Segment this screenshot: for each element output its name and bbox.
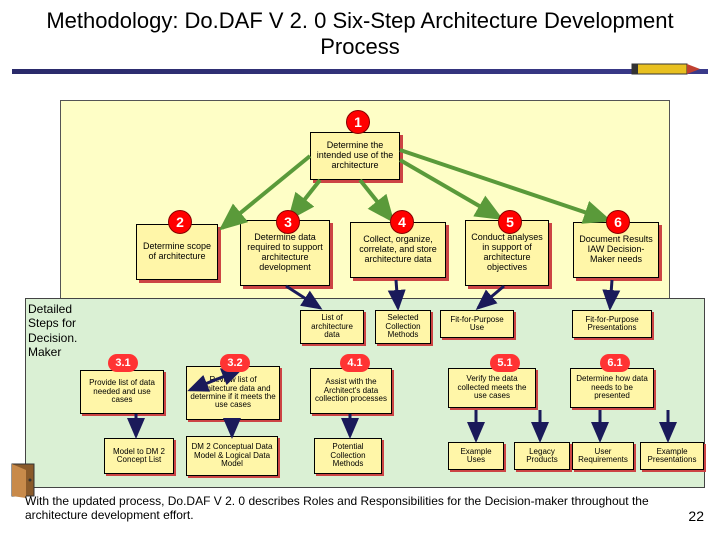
step-box-1: Determine the intended use of the archit… xyxy=(310,132,400,180)
step-number-4: 4 xyxy=(390,210,414,234)
suboutput-box: Potential Collection Methods xyxy=(314,438,382,474)
substep-box-5.1: Verify the data collected meets the use … xyxy=(448,368,536,408)
substep-number-5.1: 5.1 xyxy=(490,354,520,372)
output-box: List of architecture data xyxy=(300,310,364,344)
output-box: Fit-for-Purpose Use xyxy=(440,310,514,338)
step-number-6: 6 xyxy=(606,210,630,234)
footer-text: With the updated process, Do.DAF V 2. 0 … xyxy=(25,494,675,523)
substep-box-3.1: Provide list of data needed and use case… xyxy=(80,370,164,414)
suboutput-box: User Requirements xyxy=(572,442,634,470)
crayon-icon xyxy=(622,59,702,79)
substep-box-4.1: Assist with the Architect's data collect… xyxy=(310,368,392,414)
page-title: Methodology: Do.DAF V 2. 0 Six-Step Arch… xyxy=(0,0,720,65)
substep-number-3.2: 3.2 xyxy=(220,354,250,372)
substep-number-3.1: 3.1 xyxy=(108,354,138,372)
suboutput-box: Model to DM 2 Concept List xyxy=(104,438,174,474)
step-number-1: 1 xyxy=(346,110,370,134)
substep-box-6.1: Determine how data needs to be presented xyxy=(570,368,654,408)
step-number-3: 3 xyxy=(276,210,300,234)
substep-number-4.1: 4.1 xyxy=(340,354,370,372)
detail-label: Detailed Steps for Decision. Maker xyxy=(28,302,98,360)
output-box: Fit-for-Purpose Presentations xyxy=(572,310,652,338)
step-number-2: 2 xyxy=(168,210,192,234)
hr-divider xyxy=(12,69,708,74)
output-box: Selected Collection Methods xyxy=(375,310,431,344)
step-number-5: 5 xyxy=(498,210,522,234)
suboutput-box: DM 2 Conceptual Data Model & Logical Dat… xyxy=(186,436,278,476)
substep-box-3.2: Review list of architecture data and det… xyxy=(186,366,280,420)
suboutput-box: Example Presentations xyxy=(640,442,704,470)
suboutput-box: Example Uses xyxy=(448,442,504,470)
substep-number-6.1: 6.1 xyxy=(600,354,630,372)
suboutput-box: Legacy Products xyxy=(514,442,570,470)
page-number: 22 xyxy=(688,508,704,524)
